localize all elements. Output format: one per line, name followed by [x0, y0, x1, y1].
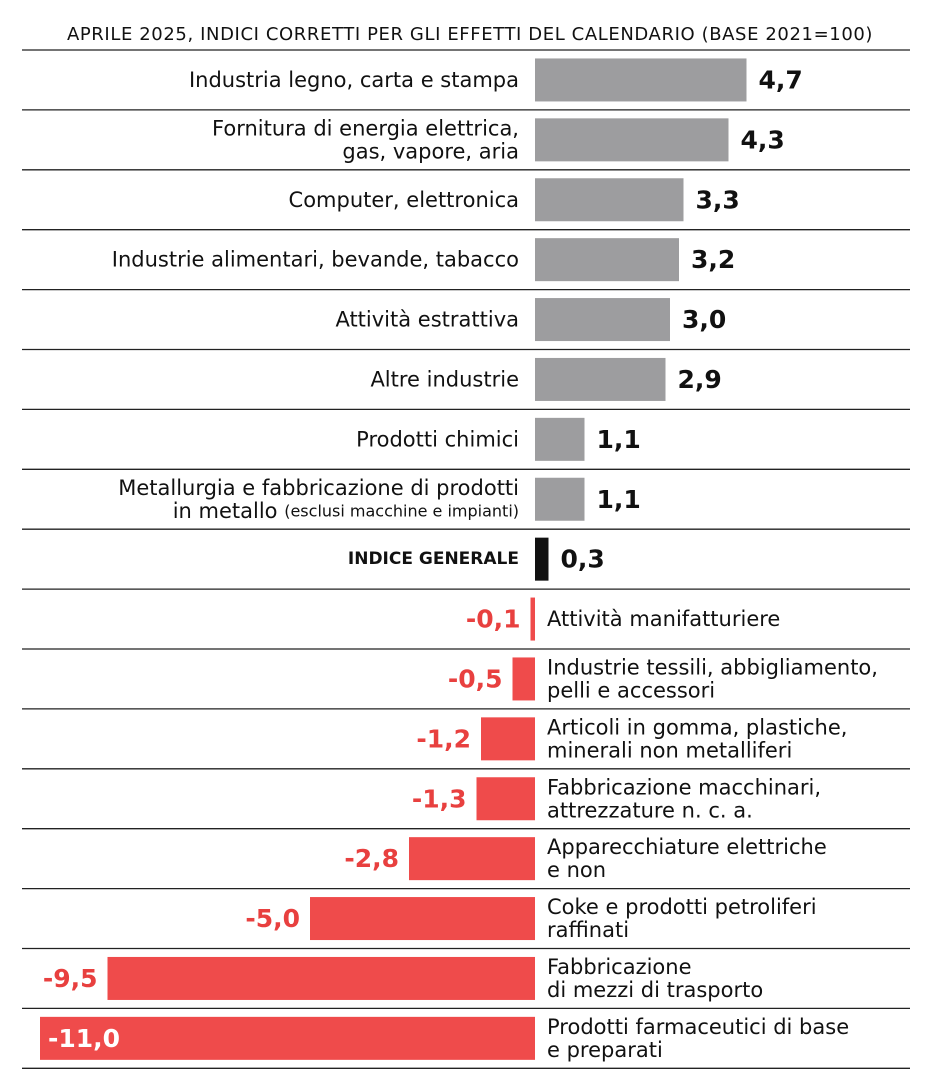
category-label-line: Apparecchiature elettriche — [547, 835, 827, 859]
value-label-12: -1,3 — [412, 784, 467, 813]
bar-7 — [535, 477, 585, 521]
value-label-4: 3,0 — [682, 305, 726, 334]
bar-13 — [409, 837, 535, 881]
value-label-5: 2,9 — [678, 365, 722, 394]
value-label-13: -2,8 — [344, 844, 399, 873]
category-label-1: Fornitura di energia elettrica, gas, vapo… — [212, 116, 519, 163]
value-label-0: 4,7 — [759, 65, 803, 94]
category-label-line: Industrie tessili, abbigliamento, — [547, 655, 878, 679]
category-label-16: Prodotti farmaceutici di base e preparati — [547, 1015, 849, 1062]
category-label-line: Industrie alimentari, bevande, tabacco — [112, 248, 519, 272]
bar-4 — [535, 298, 670, 342]
bar-14 — [310, 897, 535, 941]
category-label-line: pelli e accessori — [547, 678, 715, 702]
value-label-7: 1,1 — [597, 485, 641, 514]
category-label-5: Altre industrie — [370, 367, 519, 391]
chart-rows: 4,7 Industria legno, carta e stampa 4,3 For… — [22, 49, 910, 1069]
value-label-10: -0,5 — [448, 664, 503, 693]
category-label-8: INDICE GENERALE — [348, 549, 519, 569]
category-label-line: minerali non metalliferi — [547, 738, 792, 762]
category-label-line: Prodotti farmaceutici di base — [547, 1015, 849, 1039]
category-label-line: Industria legno, carta e stampa — [189, 68, 519, 92]
category-label-line: Fornitura di energia elettrica, — [212, 116, 519, 140]
value-label-2: 3,3 — [696, 185, 740, 214]
category-label-line: INDICE GENERALE — [348, 549, 519, 569]
category-label-4: Attività estrattiva — [335, 308, 519, 332]
category-label-line: Metallurgia e fabbricazione di prodotti — [118, 476, 519, 500]
bar-16 — [40, 1016, 535, 1060]
category-label-line: in metallo (esclusi macchine e impianti) — [173, 499, 519, 523]
category-label-line: raffinati — [547, 918, 629, 942]
chart-title: APRILE 2025, INDICI CORRETTI PER GLI EFF… — [67, 24, 873, 45]
category-label-14: Coke e prodotti petroliferi raffinati — [547, 895, 817, 942]
bar-1 — [535, 118, 729, 162]
bar-9 — [530, 597, 535, 641]
bar-2 — [535, 178, 684, 222]
category-label-0: Industria legno, carta e stampa — [189, 68, 519, 92]
value-label-6: 1,1 — [597, 425, 641, 454]
bar-3 — [535, 238, 679, 282]
value-label-15: -9,5 — [43, 964, 98, 993]
category-label-line: gas, vapore, aria — [342, 139, 519, 163]
category-label-line: Fabbricazione macchinari, — [547, 775, 821, 799]
value-label-8: 0,3 — [561, 545, 605, 574]
category-label-line: attrezzature n. c. a. — [547, 798, 753, 822]
category-label-15: Fabbricazione di mezzi di trasporto — [547, 955, 763, 1002]
category-label-9: Attività manifatturiere — [547, 607, 780, 631]
category-label-line: Coke e prodotti petroliferi — [547, 895, 817, 919]
category-label-line: e non — [547, 858, 606, 882]
category-label-line: Prodotti chimici — [356, 427, 519, 451]
bar-5 — [535, 357, 666, 401]
category-label-7: Metallurgia e fabbricazione di prodotti i… — [118, 476, 519, 523]
value-label-11: -1,2 — [416, 724, 471, 753]
bar-10 — [512, 657, 535, 701]
bar-6 — [535, 417, 585, 461]
category-label-line: Attività manifatturiere — [547, 607, 780, 631]
category-label-2: Computer, elettronica — [289, 188, 519, 212]
bar-0 — [535, 58, 747, 102]
category-label-11: Articoli in gomma, plastiche, minerali no… — [547, 715, 847, 762]
category-label-note: (esclusi macchine e impianti) — [284, 501, 519, 520]
category-label-line: Computer, elettronica — [289, 188, 519, 212]
category-label-line: di mezzi di trasporto — [547, 978, 763, 1002]
category-label-line: Fabbricazione — [547, 955, 692, 979]
category-label-12: Fabbricazione macchinari, attrezzature n.… — [547, 775, 821, 822]
value-label-3: 3,2 — [691, 245, 735, 274]
value-label-14: -5,0 — [245, 904, 300, 933]
category-label-6: Prodotti chimici — [356, 427, 519, 451]
category-label-10: Industrie tessili, abbigliamento, pelli e… — [547, 655, 878, 702]
category-label-line: Altre industrie — [370, 367, 519, 391]
category-label-line: e preparati — [547, 1038, 663, 1062]
value-label-9: -0,1 — [466, 605, 521, 634]
bar-11 — [481, 717, 535, 761]
category-label-13: Apparecchiature elettriche e non — [547, 835, 827, 882]
bar-15 — [107, 956, 535, 1000]
value-label-16: -11,0 — [48, 1024, 120, 1053]
category-label-3: Industrie alimentari, bevande, tabacco — [112, 248, 519, 272]
category-label-line: Articoli in gomma, plastiche, — [547, 715, 847, 739]
bar-12 — [476, 777, 535, 821]
category-label-line: Attività estrattiva — [335, 308, 519, 332]
value-label-1: 4,3 — [741, 125, 785, 154]
bar-8 — [535, 537, 549, 581]
